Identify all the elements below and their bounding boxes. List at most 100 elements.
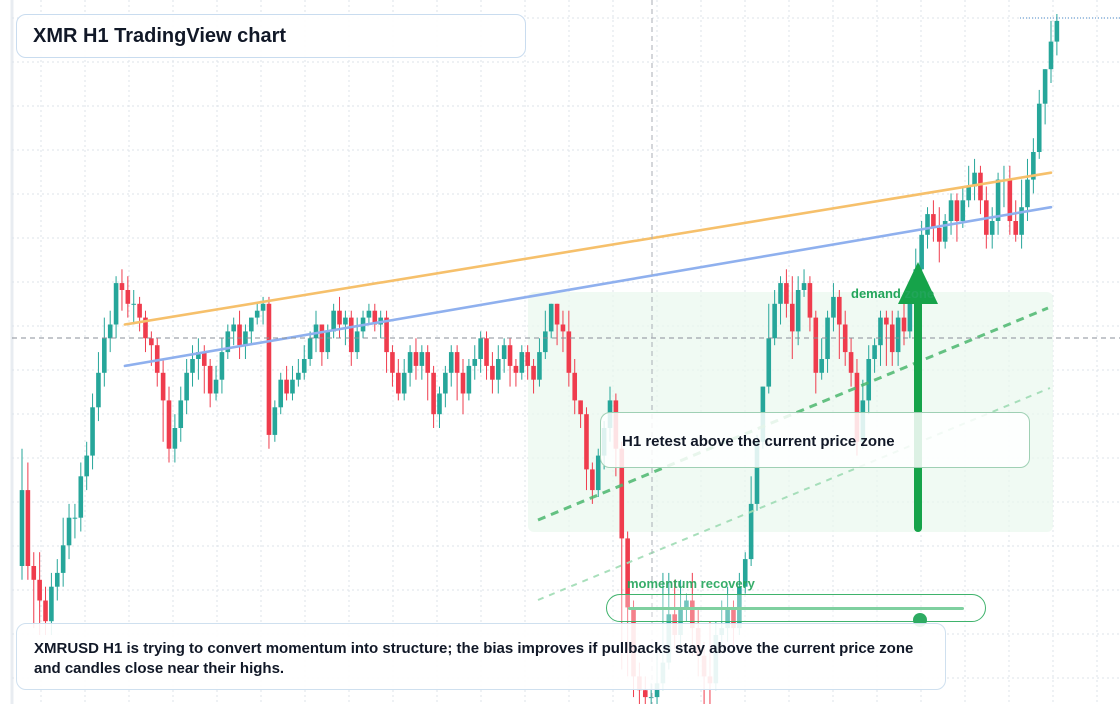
candle-body [531,365,536,380]
retest-callout-text: H1 retest above the current price zone [622,433,895,450]
candle-body [742,559,748,587]
candle-body [507,345,513,366]
candle-body [278,379,284,408]
candle-body [260,303,266,311]
candle-body [249,317,254,332]
candle-body [296,372,301,380]
orange-trendline [123,171,1053,326]
candle-body [401,372,407,394]
candle-body [254,310,260,318]
candle-body [590,469,595,491]
candle-body [31,566,37,580]
candle-body [96,372,101,408]
candle-body [196,352,201,359]
candle-body [107,324,113,339]
candle-body [354,331,360,353]
candle-body [1048,41,1054,70]
candle-body [219,352,225,380]
candle-body [554,303,560,325]
candle-body [884,317,889,325]
candle-body [78,476,84,518]
summary-text: XMRUSD H1 is trying to convert momentum … [34,640,914,677]
candle-body [372,310,378,325]
candle-body [443,372,448,394]
candle-body [778,283,783,304]
candle-body [1031,152,1036,180]
candle-body [1054,20,1060,42]
candle-body [102,338,107,373]
candle-body [413,352,419,366]
candle-body [472,359,478,366]
candle-body [690,600,695,629]
candle-body [895,317,901,353]
candle-body [490,365,495,380]
candle-body [772,303,777,339]
candle-body [25,490,31,566]
candle-body [654,683,660,698]
candle-body [925,214,930,235]
candle-body [431,372,436,415]
candle-body [307,338,313,359]
candle-body [225,331,231,353]
candle-body [390,352,395,373]
candle-body [584,414,589,470]
candle-body [848,352,854,373]
candle-body [889,324,895,353]
candle-body [754,441,760,504]
candle-body [866,359,872,401]
retest-callout: H1 retest above the current price zone [600,412,1030,468]
candle-body [825,317,830,359]
summary-callout: XMRUSD H1 is trying to convert momentum … [16,623,946,690]
candle-body [566,331,572,373]
candle-body [842,324,848,353]
candle-body [90,407,95,456]
candle-body [331,310,336,332]
candle-body [513,365,519,373]
momentum-label: momentum recovery [627,576,755,591]
candle-body [284,379,289,394]
candle-body [460,372,466,394]
candle-body [919,234,924,270]
candle-body [548,303,554,332]
candle-body [960,200,966,221]
candle-body [425,352,431,373]
candle-body [454,352,460,373]
candle-body [66,517,72,546]
candle-body [648,697,654,699]
candle-body [931,214,936,228]
candle-body [954,200,960,221]
candle-body [684,600,689,608]
candle-body [1019,207,1024,235]
momentum-track [628,607,964,627]
candle-body [154,345,160,373]
candle-body [572,372,578,401]
candle-body [725,607,730,629]
candle-body [543,331,548,353]
candle-body [384,317,389,353]
candle-body [1042,69,1048,104]
candle-body [1025,179,1030,208]
candle-body [113,283,119,325]
candle-body [813,317,819,373]
candle-body [1013,221,1019,235]
candle-body [731,607,736,629]
candles-layer [19,14,1060,704]
candle-body [837,296,842,325]
arrow-head [898,262,938,304]
candle-body [907,296,913,332]
candle-body [537,352,542,380]
blue-trendline [123,205,1053,368]
candle-body [396,372,401,394]
candle-body [1036,103,1042,152]
candle-body [972,172,977,187]
candle-body [784,283,789,304]
candle-body [178,400,184,428]
candle-body [337,310,342,325]
candle-body [190,359,195,373]
candle-body [642,690,648,698]
candle-body [301,359,307,373]
candle-body [184,372,189,401]
candle-body [72,517,78,519]
candle-body [901,317,907,332]
